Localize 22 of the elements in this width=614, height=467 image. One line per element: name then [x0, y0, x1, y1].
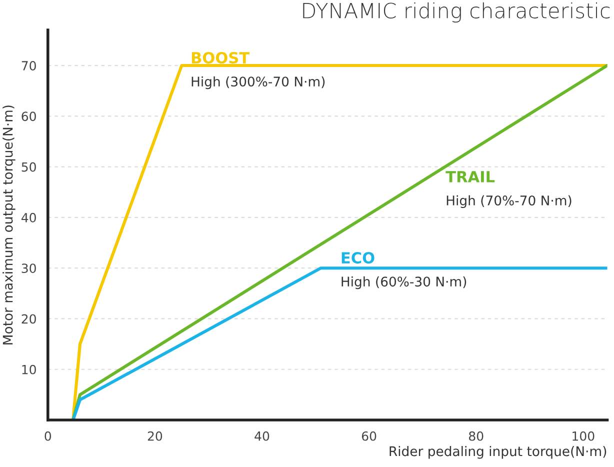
y-tick-label: 20: [22, 314, 36, 324]
x-axis-title: Rider pedaling input torque(N·m): [390, 446, 606, 459]
x-tick-label: 0: [44, 431, 52, 441]
x-tick-label: 40: [254, 431, 270, 441]
annotation: High (60%-30 N·m): [342, 276, 466, 290]
annotation: High (300%-70 N·m): [192, 76, 325, 90]
y-tick-label: 60: [22, 112, 36, 122]
y-tick-label: 40: [21, 212, 36, 222]
series-label: ECO: [342, 252, 374, 264]
y-axis-title: Motor maximum output torque(N·m): [2, 106, 16, 344]
x-tick-label: 60: [362, 431, 376, 441]
y-tick-label: 70: [22, 60, 36, 70]
annotation: High (70%-70 N·m): [446, 195, 572, 208]
x-tick-label: 80: [469, 431, 484, 441]
x-tick-label: 100: [572, 431, 594, 441]
series-label: TRAIL: [446, 171, 495, 182]
chart-title: DYNAMIC riding characteristic: [303, 2, 610, 22]
y-tick-label: 30: [22, 264, 36, 274]
x-tick-label: 20: [148, 431, 162, 441]
y-tick-label: 50: [22, 162, 36, 172]
series-label: BOOST: [192, 52, 250, 64]
y-tick-label: 10: [22, 364, 36, 374]
